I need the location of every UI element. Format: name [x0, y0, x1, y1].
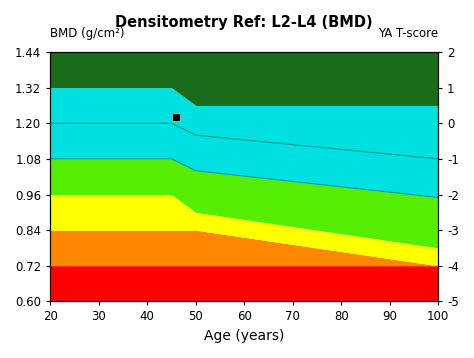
Text: YA T-score: YA T-score — [378, 26, 438, 39]
X-axis label: Age (years): Age (years) — [204, 329, 284, 343]
Text: BMD (g/cm²): BMD (g/cm²) — [50, 26, 125, 39]
Title: Densitometry Ref: L2-L4 (BMD): Densitometry Ref: L2-L4 (BMD) — [115, 15, 373, 30]
